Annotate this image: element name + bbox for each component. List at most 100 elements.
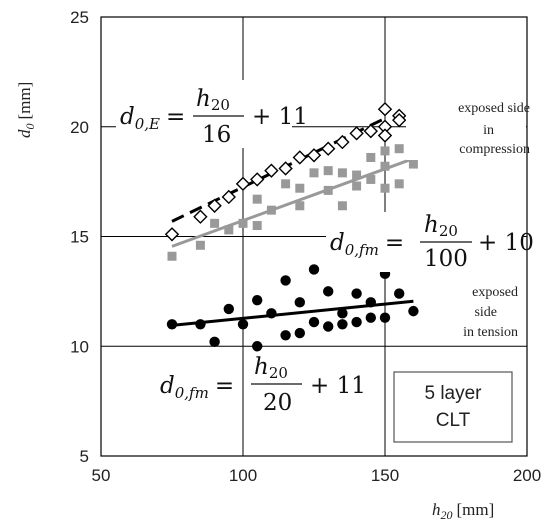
y-axis-label: d0 [mm] (15, 82, 37, 138)
point-s3-9 (280, 275, 291, 286)
point-s2-15 (337, 168, 347, 178)
eq2-rest: + 10 (478, 230, 534, 256)
annotation-tension: exposed side in tension (463, 285, 518, 340)
x-tick-labels: 50 100 150 200 (92, 466, 542, 485)
point-s2-23 (380, 183, 390, 193)
annotation-tension-line1: exposed (472, 285, 518, 300)
eq2-lhs: d (330, 230, 345, 256)
svg-text:h20: h20 (254, 354, 288, 382)
x-tick-label-200: 200 (513, 466, 541, 485)
point-s1-8 (278, 161, 293, 176)
point-s1-14 (363, 123, 378, 139)
annotation-tension-line2: side (474, 305, 497, 320)
point-s3-10 (280, 330, 291, 341)
data-points (164, 102, 421, 352)
equation-exposed-tension: d0,fm = h20 20 + 11 (160, 354, 366, 416)
fit-line-3 (171, 299, 414, 327)
point-s3-4 (223, 303, 234, 315)
svg-text:h20: h20 (424, 212, 458, 240)
point-s3-14 (308, 316, 320, 328)
point-s2-2 (195, 240, 205, 250)
svg-text:d0,fm=: d0,fm = (330, 230, 404, 259)
equation-middle: d0,fm = h20 100 + 10 (330, 212, 534, 272)
point-s1-5 (235, 176, 251, 192)
eq3-lhs-sub: 0,fm (175, 384, 209, 402)
x-tick-label-100: 100 (229, 466, 257, 485)
point-s2-20 (366, 174, 376, 184)
x-axis-label: h20 [mm] (432, 500, 494, 522)
legend-box: 5 layer CLT (393, 371, 513, 443)
y-axis-label-main: d (15, 129, 34, 138)
eq1-num: h (196, 86, 211, 112)
point-s3-24 (379, 312, 391, 323)
point-s3-21 (365, 297, 376, 308)
point-s3-7 (252, 341, 263, 352)
eq2-den: 100 (424, 246, 468, 272)
x-axis-label-main: h (432, 500, 441, 519)
eq3-num-sub: 20 (269, 364, 288, 382)
eq1-lhs: d (120, 104, 135, 130)
annotation-compression: exposed side in compression (406, 100, 530, 160)
point-s1-11 (321, 141, 336, 156)
y-tick-label-10: 10 (70, 337, 89, 356)
point-s2-26 (408, 159, 418, 169)
x-axis-label-sub: 20 (441, 508, 453, 522)
svg-text:d0,fm=: d0,fm = (160, 373, 234, 402)
point-s2-18 (352, 181, 362, 191)
annotation-compression-line1: exposed side (458, 101, 530, 116)
point-s2-4 (224, 225, 234, 235)
point-s1-12 (335, 134, 350, 150)
eq3-den: 20 (263, 390, 292, 416)
point-s1-6 (250, 172, 265, 187)
point-s3-22 (365, 312, 376, 323)
point-s2-22 (380, 161, 390, 171)
point-s1-9 (292, 150, 307, 165)
point-s3-19 (351, 288, 362, 299)
point-s1-10 (306, 148, 322, 163)
point-s1-19 (392, 112, 407, 128)
point-s2-8 (266, 205, 276, 215)
annotation-compression-line2: in (483, 123, 494, 138)
point-s2-1 (167, 251, 177, 261)
point-s3-18 (337, 319, 348, 330)
point-s3-15 (323, 286, 334, 297)
y-tick-label-25: 25 (70, 8, 89, 27)
point-s1-7 (264, 163, 279, 178)
eq2-lhs-sub: 0,fm (345, 241, 379, 259)
legend-box-line1: 5 layer (424, 383, 482, 404)
eq3-lhs: d (160, 373, 175, 399)
point-s2-19 (366, 152, 376, 162)
legend-box-frame (393, 371, 513, 443)
x-tick-label-150: 150 (371, 466, 399, 485)
point-s2-13 (323, 185, 333, 195)
point-s2-11 (295, 201, 305, 211)
eq2-num: h (424, 212, 439, 238)
point-s1-17 (377, 128, 393, 143)
point-s3-13 (308, 264, 320, 275)
annotation-compression-line3: compression (459, 142, 530, 157)
point-s2-6 (252, 194, 262, 204)
svg-text:d0,E=: d0,E = (120, 104, 185, 133)
point-s2-16 (337, 201, 347, 211)
point-s3-17 (337, 308, 348, 319)
point-s1-3 (207, 198, 222, 213)
y-tick-label-5: 5 (80, 447, 89, 466)
point-s2-3 (210, 218, 220, 228)
point-s3-20 (351, 316, 362, 328)
eq1-num-sub: 20 (211, 96, 230, 114)
point-s2-12 (309, 168, 319, 178)
point-s2-21 (380, 146, 390, 156)
point-s2-7 (252, 221, 262, 231)
equation-exposed-compression: d0,E = h20 16 + 11 (120, 86, 308, 148)
eq1-rest: + 11 (252, 104, 308, 130)
point-s3-16 (323, 321, 334, 332)
point-s3-26 (408, 305, 419, 317)
point-s2-17 (352, 170, 362, 180)
point-s3-8 (266, 308, 277, 319)
point-s2-25 (394, 179, 404, 189)
point-s1-2 (193, 209, 208, 224)
point-s2-24 (394, 144, 404, 154)
equation-1-bg (116, 80, 292, 148)
point-s2-5 (238, 218, 248, 228)
